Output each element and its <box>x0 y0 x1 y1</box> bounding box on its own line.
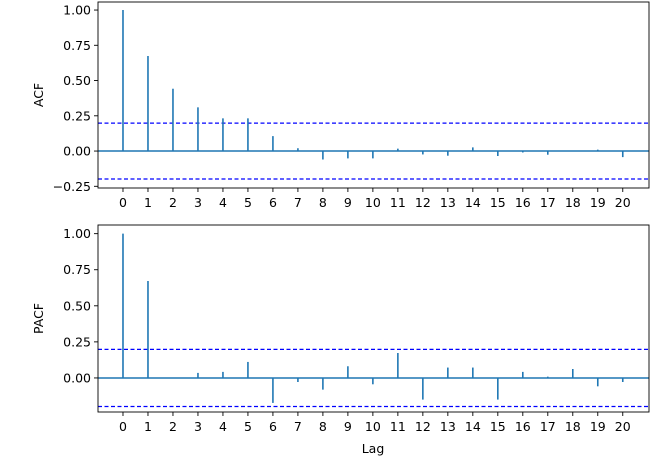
x-tick-label: 5 <box>244 419 252 434</box>
acf-panel: −0.250.000.250.500.751.000 1 2 3 4 5 6 7 8 9 10 11 1… <box>31 1 650 210</box>
x-tick-label: 18 <box>565 419 581 434</box>
y-tick-label: 1.00 <box>63 226 91 241</box>
x-tick-label: 11 <box>390 195 406 210</box>
x-tick-label: 10 <box>365 419 381 434</box>
x-tick-label: 3 <box>194 195 202 210</box>
x-tick-label: 1 <box>144 419 152 434</box>
y-axis-label: ACF <box>31 83 46 107</box>
x-tick-label: 7 <box>294 195 302 210</box>
x-tick-label: 8 <box>319 195 327 210</box>
x-tick-label: 20 <box>615 419 631 434</box>
axes-frame <box>97 224 650 413</box>
y-tick-label: 0.75 <box>63 38 91 53</box>
x-tick-label: 4 <box>219 419 227 434</box>
x-tick-label: 0 <box>119 195 127 210</box>
x-tick-label: 16 <box>515 419 531 434</box>
y-tick-label: −0.25 <box>53 179 91 194</box>
x-tick-label: 11 <box>390 419 406 434</box>
x-tick-label: 2 <box>169 419 177 434</box>
x-tick-label: 9 <box>344 419 352 434</box>
y-tick-label: 0.75 <box>63 262 91 277</box>
x-tick-label: 7 <box>294 419 302 434</box>
pacf-panel: 0.000.250.500.751.000 1 2 3 4 5 6 7 8 9 10 11 12 13 14… <box>31 224 650 456</box>
y-tick-label: 0.25 <box>63 108 91 123</box>
x-tick-label: 10 <box>365 195 381 210</box>
x-tick-label: 17 <box>540 419 556 434</box>
x-tick-label: 17 <box>540 195 556 210</box>
x-tick-label: 13 <box>440 419 456 434</box>
x-tick-label: 13 <box>440 195 456 210</box>
x-tick-label: 19 <box>590 195 606 210</box>
axes-frame <box>97 1 650 189</box>
x-tick-label: 14 <box>465 419 481 434</box>
x-tick-label: 19 <box>590 419 606 434</box>
y-axis-label: PACF <box>31 303 46 334</box>
x-tick-label: 15 <box>490 419 506 434</box>
y-tick-label: 0.50 <box>63 73 91 88</box>
x-tick-label: 18 <box>565 195 581 210</box>
y-tick-label: 1.00 <box>63 3 91 18</box>
x-tick-label: 1 <box>144 195 152 210</box>
x-tick-label: 0 <box>119 419 127 434</box>
x-tick-label: 6 <box>269 195 277 210</box>
x-tick-label: 4 <box>219 195 227 210</box>
y-tick-label: 0.25 <box>63 334 91 349</box>
y-tick-label: 0.00 <box>63 144 91 159</box>
x-tick-label: 9 <box>344 195 352 210</box>
x-tick-label: 12 <box>415 195 431 210</box>
x-tick-label: 2 <box>169 195 177 210</box>
x-tick-label: 5 <box>244 195 252 210</box>
x-tick-label: 16 <box>515 195 531 210</box>
x-tick-label: 8 <box>319 419 327 434</box>
x-tick-label: 20 <box>615 195 631 210</box>
x-tick-label: 12 <box>415 419 431 434</box>
x-tick-label: 14 <box>465 195 481 210</box>
x-tick-label: 15 <box>490 195 506 210</box>
x-tick-label: 6 <box>269 419 277 434</box>
x-axis-label: Lag <box>362 441 385 456</box>
y-tick-label: 0.00 <box>63 370 91 385</box>
x-tick-label: 3 <box>194 419 202 434</box>
y-tick-label: 0.50 <box>63 298 91 313</box>
